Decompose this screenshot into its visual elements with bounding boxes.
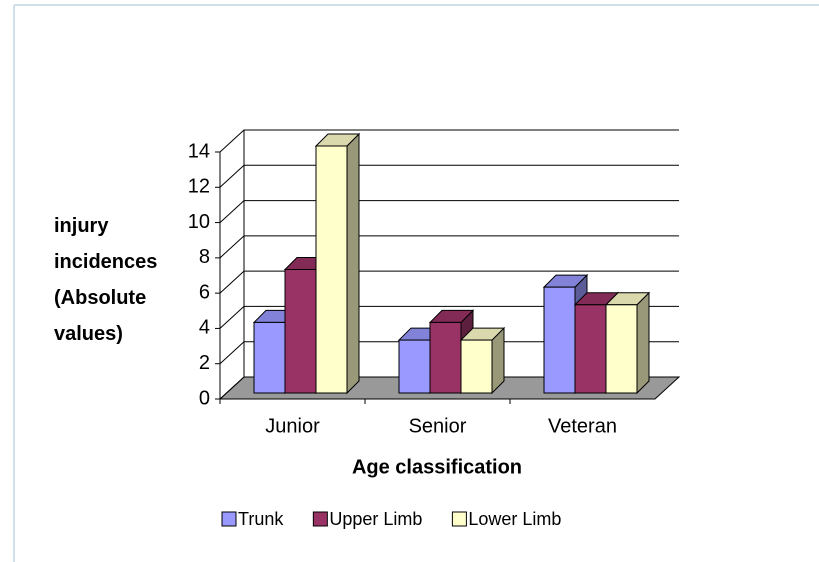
x-tick-label: Veteran <box>548 415 617 437</box>
bar <box>253 321 286 394</box>
bar <box>460 339 493 394</box>
legend-swatch <box>221 511 237 527</box>
y-tick-label: 2 <box>199 352 210 374</box>
bar <box>429 321 462 394</box>
grid-line <box>219 270 679 294</box>
y-tick-label: 0 <box>199 387 210 409</box>
bar <box>605 304 638 394</box>
y-tick-label: 10 <box>188 211 210 233</box>
x-axis-title: Age classification <box>352 456 522 478</box>
y-tick-label: 12 <box>188 176 210 198</box>
y-tick-label: 4 <box>199 317 210 339</box>
bar <box>543 286 576 394</box>
y-tick-label: 6 <box>199 281 210 303</box>
grid-line <box>219 200 679 223</box>
x-tick-label: Junior <box>265 415 320 437</box>
bar-side <box>346 132 360 395</box>
legend-swatch <box>451 511 467 527</box>
legend-swatch <box>312 511 328 527</box>
y-axis-title: injury incidences (Absolute values) <box>54 215 158 345</box>
bar <box>315 145 348 394</box>
grid-line <box>219 235 679 259</box>
grid-line <box>219 376 679 400</box>
legend-label: Trunk <box>238 509 284 529</box>
y-tick-label: 8 <box>199 246 210 268</box>
grid-line <box>219 129 679 153</box>
y-tick-label: 14 <box>188 140 210 162</box>
bar <box>284 269 317 394</box>
bar <box>398 339 431 394</box>
bar-side <box>636 291 650 395</box>
grid-line <box>219 305 679 329</box>
grid-line <box>219 341 679 365</box>
bar <box>574 304 607 394</box>
legend-label: Upper Limb <box>329 509 422 529</box>
grid-line <box>219 164 679 188</box>
x-tick-label: Senior <box>409 415 467 437</box>
legend-label: Lower Limb <box>468 509 561 529</box>
